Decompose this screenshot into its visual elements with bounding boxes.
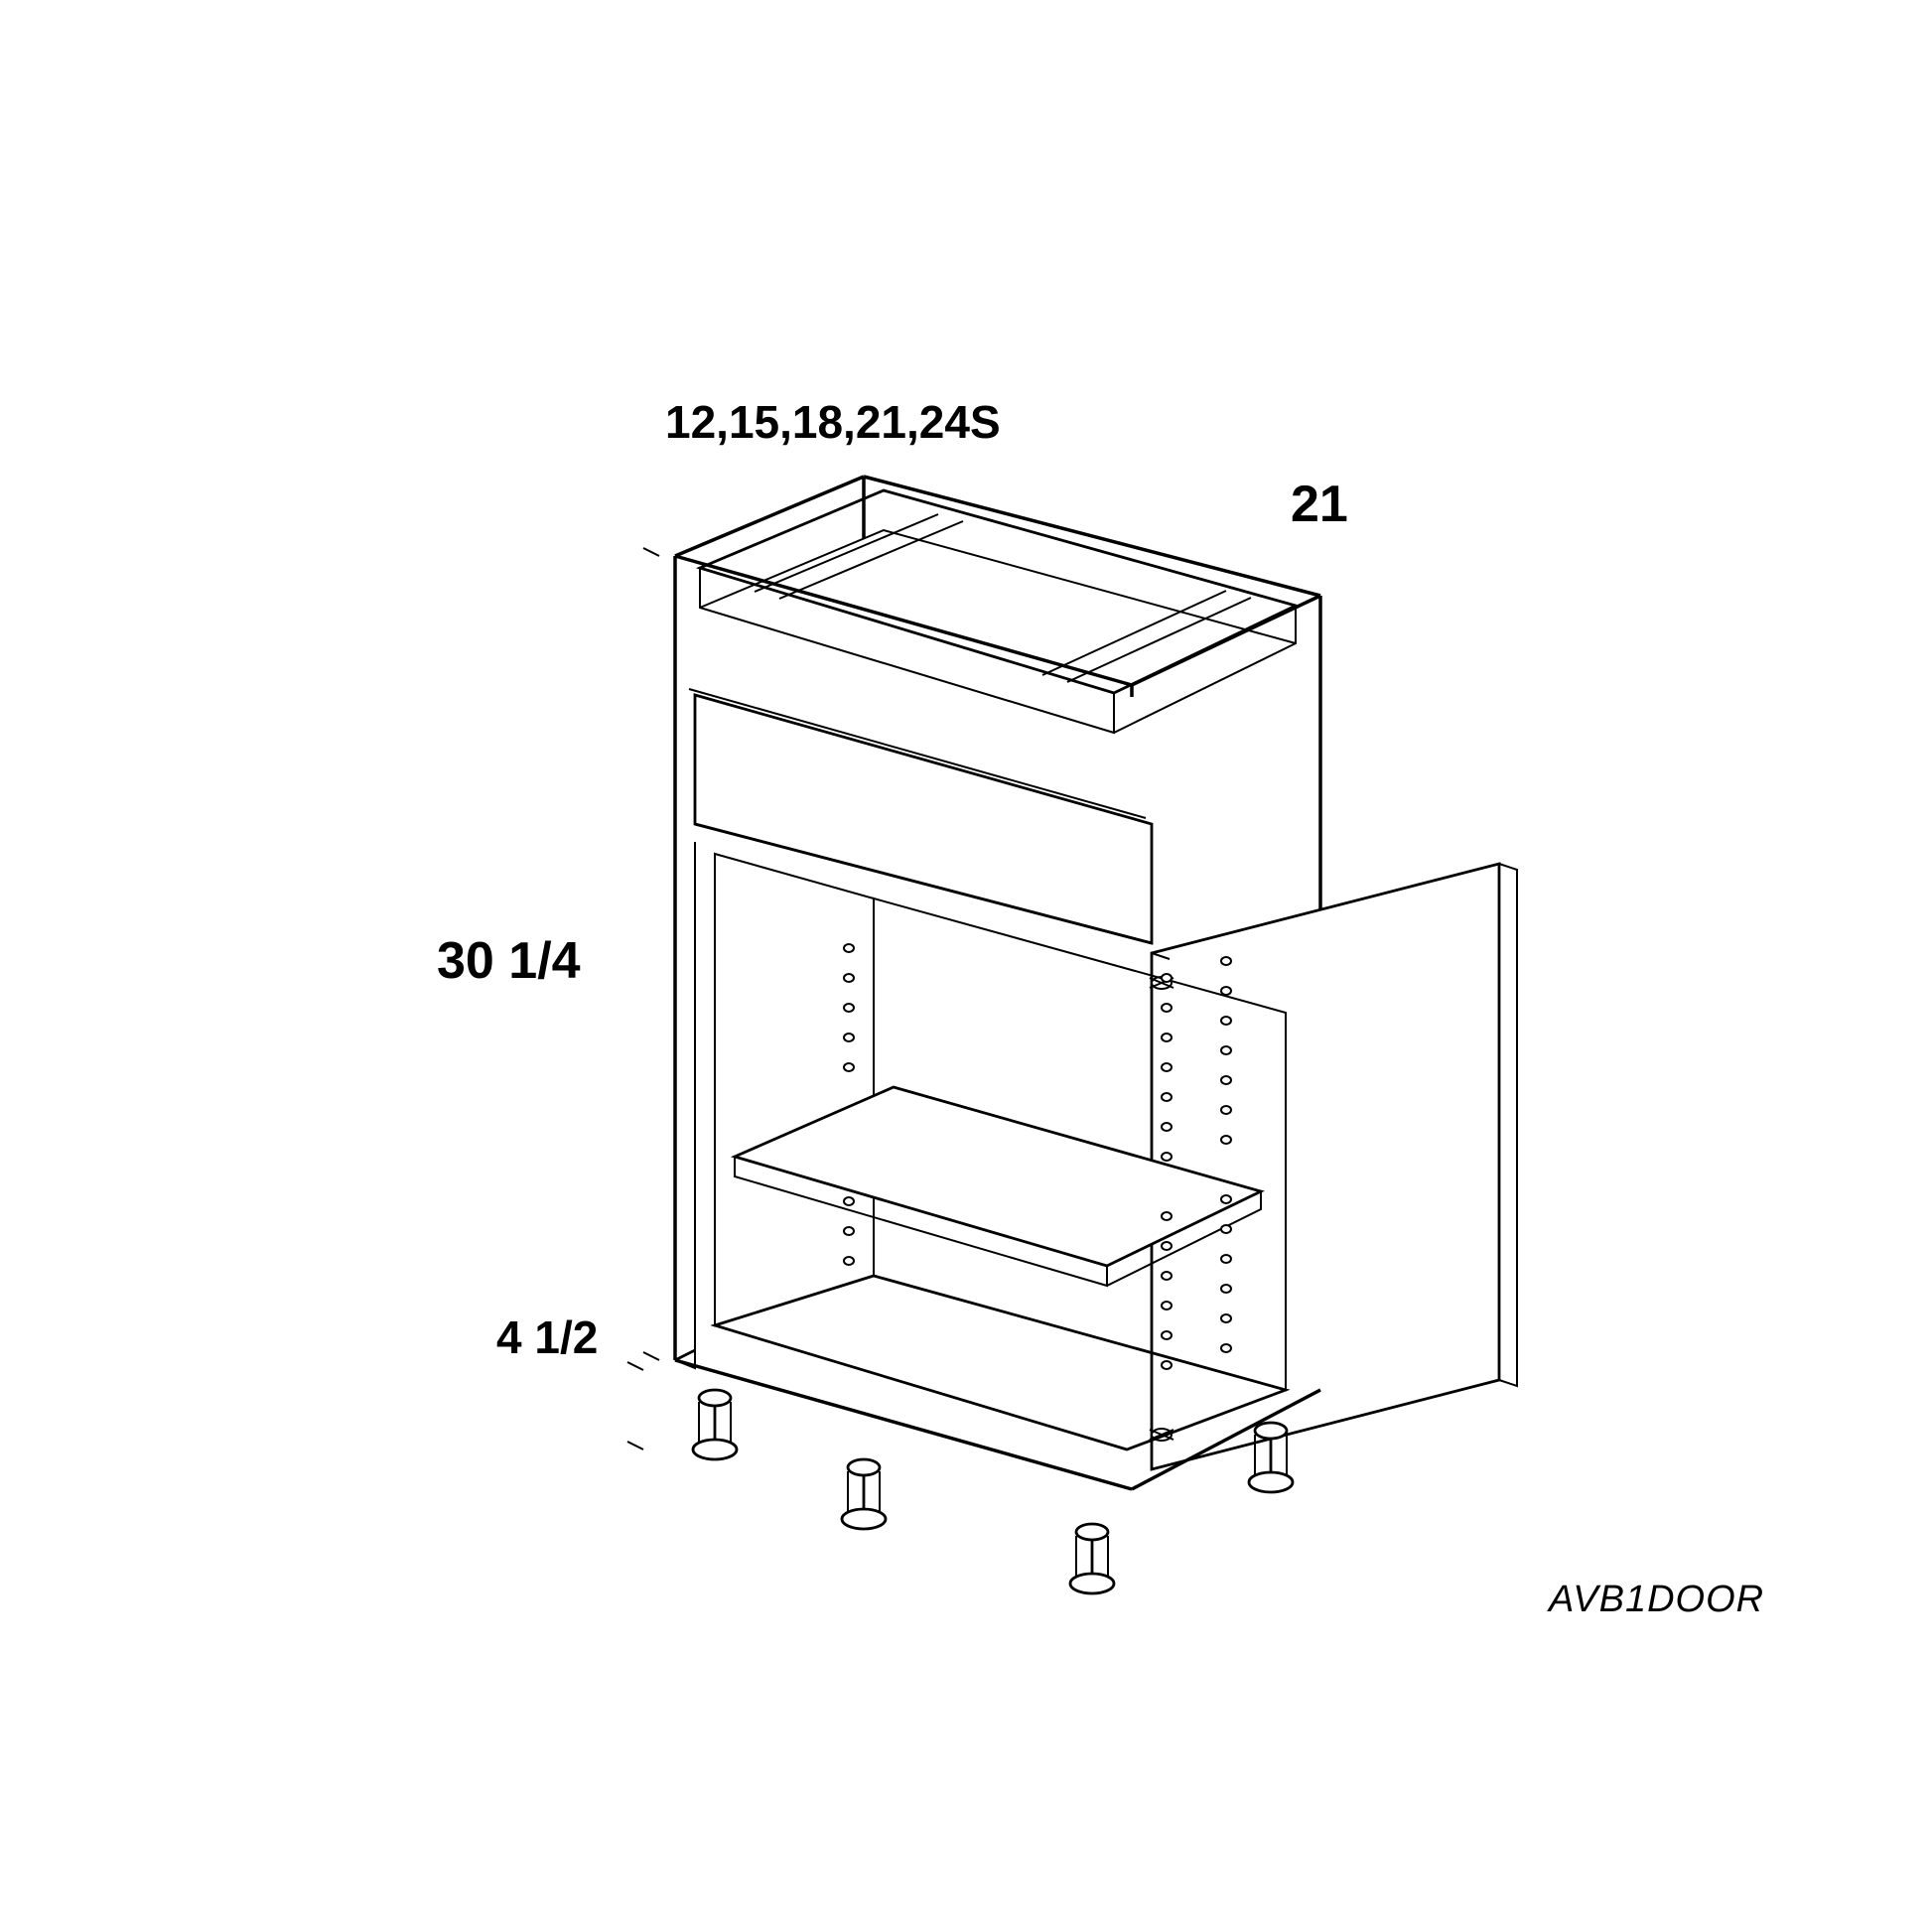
- top-left-edge: [675, 477, 864, 556]
- top-opening-front-lip: [700, 568, 1114, 733]
- toekick-ticks: [627, 1362, 643, 1449]
- cabinet-line-drawing: [0, 0, 1932, 1932]
- interior-left-side: [715, 854, 874, 1325]
- leg-back-right: [1249, 1423, 1293, 1492]
- leg-mid-left: [842, 1459, 886, 1529]
- bottom-front-edge: [675, 1360, 1132, 1489]
- door-edge-thickness: [1499, 864, 1517, 1386]
- top-opening-right-lip: [1114, 606, 1296, 733]
- door-panel: [1152, 864, 1499, 1469]
- leg-front-right: [1070, 1524, 1114, 1593]
- diagram-stage: 12,15,18,21,24S 21 30 1/4 4 1/2 AVB1DOOR: [0, 0, 1932, 1932]
- top-frame-inner: [700, 490, 1296, 693]
- drawer-front: [695, 695, 1152, 943]
- top-back-edge: [864, 477, 1320, 596]
- leg-front-left: [693, 1390, 737, 1459]
- height-ticks: [643, 548, 659, 1360]
